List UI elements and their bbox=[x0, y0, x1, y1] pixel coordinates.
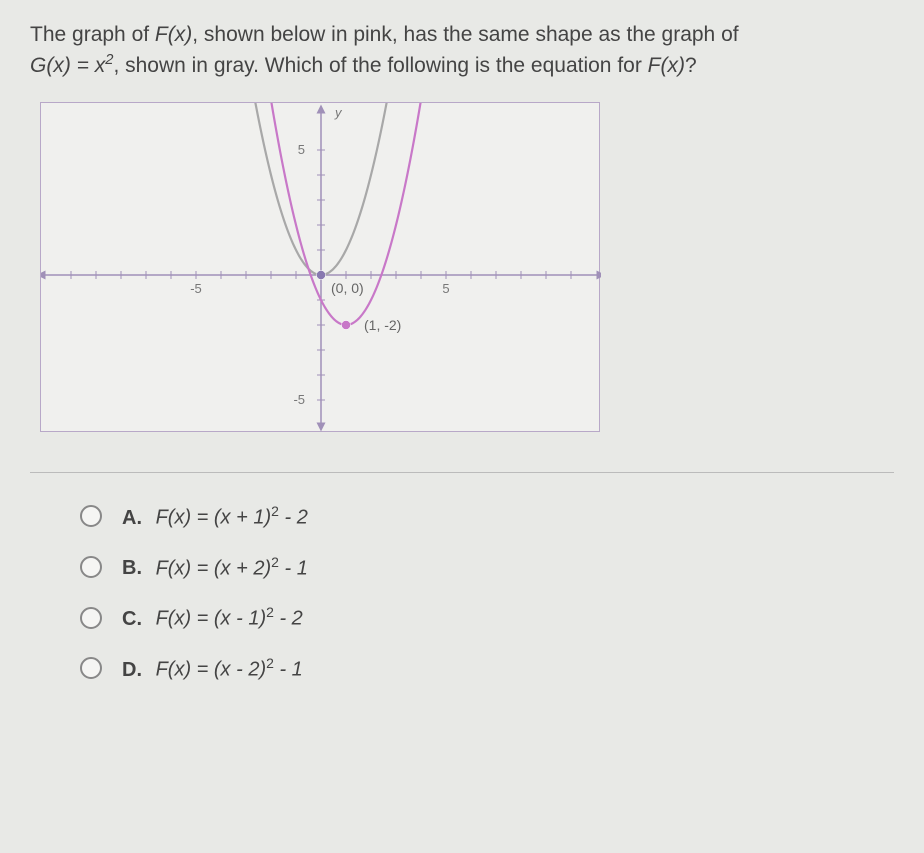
option-C[interactable]: C. F(x) = (x - 1)2 - 2 bbox=[80, 604, 894, 631]
x-axis-label: -5 bbox=[190, 281, 202, 296]
y-axis-title: y bbox=[334, 105, 343, 120]
point-label: (0, 0) bbox=[331, 280, 364, 296]
option-label: A. F(x) = (x + 1)2 - 2 bbox=[122, 503, 308, 530]
option-D[interactable]: D. F(x) = (x - 2)2 - 1 bbox=[80, 655, 894, 682]
radio-button[interactable] bbox=[80, 607, 102, 629]
y-axis-label: -5 bbox=[293, 392, 305, 407]
graph-panel: -5 5 5 -5 y (0, 0) (1, -2) bbox=[40, 102, 600, 432]
option-label: B. F(x) = (x + 2)2 - 1 bbox=[122, 554, 308, 581]
option-A[interactable]: A. F(x) = (x + 1)2 - 2 bbox=[80, 503, 894, 530]
vertex-point bbox=[317, 270, 326, 279]
option-label: C. F(x) = (x - 1)2 - 2 bbox=[122, 604, 303, 631]
answer-options: A. F(x) = (x + 1)2 - 2 B. F(x) = (x + 2)2… bbox=[80, 503, 894, 682]
y-axis-label: 5 bbox=[298, 142, 305, 157]
point-label: (1, -2) bbox=[364, 317, 401, 333]
vertex-point bbox=[342, 320, 351, 329]
radio-button[interactable] bbox=[80, 657, 102, 679]
radio-button[interactable] bbox=[80, 505, 102, 527]
question-text: The graph of F(x), shown below in pink, … bbox=[30, 20, 894, 82]
q-gx: G(x) = x bbox=[30, 54, 105, 77]
radio-button[interactable] bbox=[80, 556, 102, 578]
q-text: ? bbox=[685, 54, 697, 77]
option-B[interactable]: B. F(x) = (x + 2)2 - 1 bbox=[80, 554, 894, 581]
q-fx1: F(x) bbox=[155, 23, 192, 46]
q-fx2: F(x) bbox=[648, 54, 685, 77]
q-text: , shown below in pink, has the same shap… bbox=[192, 23, 738, 46]
q-text: , shown in gray. Which of the following … bbox=[113, 54, 647, 77]
graph-svg: -5 5 5 -5 y (0, 0) (1, -2) bbox=[41, 103, 601, 433]
q-text: The graph of bbox=[30, 23, 155, 46]
x-axis-label: 5 bbox=[442, 281, 449, 296]
option-label: D. F(x) = (x - 2)2 - 1 bbox=[122, 655, 303, 682]
divider bbox=[30, 472, 894, 473]
